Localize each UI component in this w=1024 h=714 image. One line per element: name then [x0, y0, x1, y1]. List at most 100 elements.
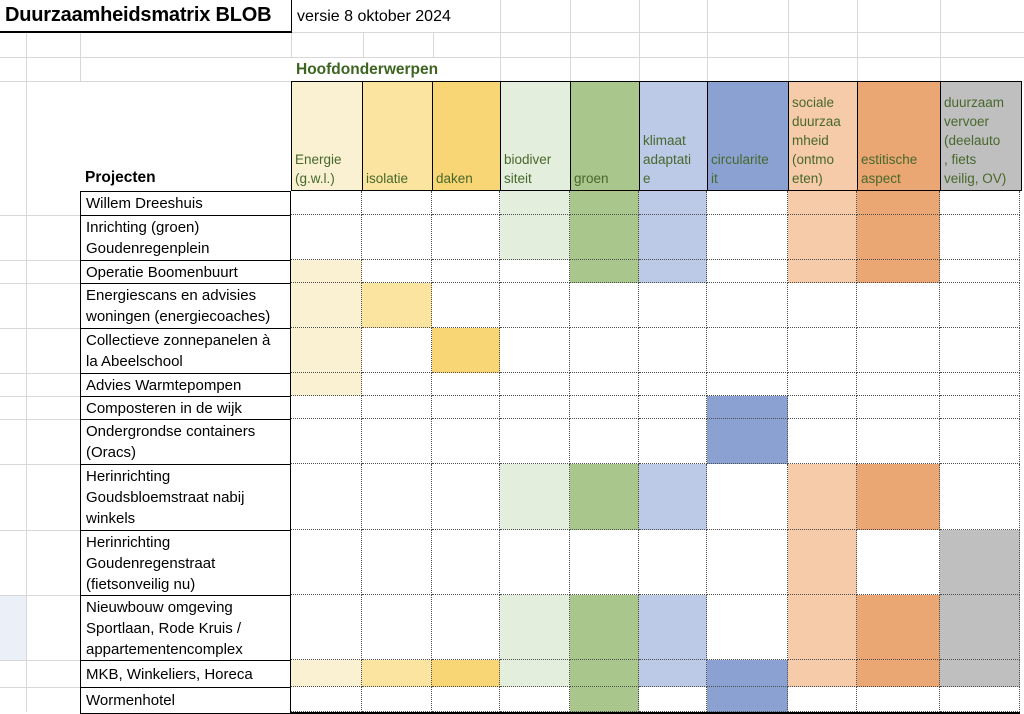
matrix-cell[interactable]	[500, 419, 570, 464]
matrix-cell[interactable]	[940, 260, 1020, 283]
matrix-cell[interactable]	[570, 396, 639, 419]
matrix-cell[interactable]	[362, 660, 432, 687]
matrix-cell[interactable]	[500, 687, 570, 712]
matrix-cell[interactable]	[362, 373, 432, 396]
matrix-cell[interactable]	[291, 260, 362, 283]
project-row[interactable]: MKB, Winkeliers, Horeca	[81, 661, 290, 688]
column-header-isolatie[interactable]: isolatie	[363, 82, 433, 190]
matrix-cell[interactable]	[940, 191, 1020, 215]
matrix-cell[interactable]	[940, 660, 1020, 687]
version-note-cell[interactable]: versie 8 oktober 2024	[297, 0, 497, 33]
matrix-cell[interactable]	[707, 215, 788, 260]
matrix-cell[interactable]	[707, 328, 788, 373]
matrix-cell[interactable]	[639, 687, 707, 712]
matrix-cell[interactable]	[707, 373, 788, 396]
project-row[interactable]: Composteren in de wijk	[81, 397, 290, 420]
matrix-cell[interactable]	[432, 373, 500, 396]
matrix-cell[interactable]	[788, 530, 857, 595]
matrix-cell[interactable]	[291, 328, 362, 373]
matrix-cell[interactable]	[788, 687, 857, 712]
matrix-cell[interactable]	[432, 283, 500, 328]
matrix-cell[interactable]	[362, 530, 432, 595]
matrix-cell[interactable]	[570, 419, 639, 464]
matrix-cell[interactable]	[707, 191, 788, 215]
matrix-cell[interactable]	[291, 283, 362, 328]
matrix-cell[interactable]	[940, 373, 1020, 396]
matrix-cell[interactable]	[500, 464, 570, 530]
matrix-cell[interactable]	[707, 419, 788, 464]
matrix-cell[interactable]	[857, 419, 940, 464]
matrix-cell[interactable]	[788, 396, 857, 419]
matrix-cell[interactable]	[432, 191, 500, 215]
matrix-cell[interactable]	[857, 215, 940, 260]
matrix-cell[interactable]	[940, 396, 1020, 419]
matrix-cell[interactable]	[857, 464, 940, 530]
matrix-cell[interactable]	[639, 595, 707, 660]
matrix-cell[interactable]	[570, 660, 639, 687]
matrix-cell[interactable]	[362, 419, 432, 464]
project-row[interactable]: Collectieve zonnepanelen à la Abeelschoo…	[81, 329, 290, 374]
matrix-cell[interactable]	[362, 396, 432, 419]
matrix-cell[interactable]	[570, 283, 639, 328]
project-row[interactable]: Operatie Boomenbuurt	[81, 261, 290, 284]
matrix-cell[interactable]	[570, 215, 639, 260]
matrix-cell[interactable]	[500, 373, 570, 396]
matrix-cell[interactable]	[362, 215, 432, 260]
project-row[interactable]: Willem Dreeshuis	[81, 192, 290, 216]
matrix-cell[interactable]	[788, 191, 857, 215]
matrix-cell[interactable]	[500, 530, 570, 595]
project-row[interactable]: Herinrichting Goudenregenstraat (fietson…	[81, 531, 290, 596]
matrix-cell[interactable]	[362, 191, 432, 215]
matrix-cell[interactable]	[432, 464, 500, 530]
matrix-cell[interactable]	[639, 530, 707, 595]
matrix-cell[interactable]	[788, 595, 857, 660]
matrix-cell[interactable]	[291, 530, 362, 595]
project-row[interactable]: Wormenhotel	[81, 688, 290, 713]
matrix-cell[interactable]	[639, 283, 707, 328]
matrix-cell[interactable]	[639, 215, 707, 260]
matrix-cell[interactable]	[291, 595, 362, 660]
matrix-cell[interactable]	[570, 191, 639, 215]
project-row[interactable]: Advies Warmtepompen	[81, 374, 290, 397]
matrix-cell[interactable]	[639, 464, 707, 530]
column-header-groen[interactable]: groen	[571, 82, 640, 190]
matrix-cell[interactable]	[639, 660, 707, 687]
matrix-cell[interactable]	[570, 595, 639, 660]
matrix-cell[interactable]	[432, 396, 500, 419]
matrix-cell[interactable]	[940, 328, 1020, 373]
project-row[interactable]: Herinrichting Goudsbloemstraat nabij win…	[81, 465, 290, 531]
column-header-circulariteit[interactable]: circularite it	[708, 82, 789, 190]
matrix-cell[interactable]	[788, 260, 857, 283]
matrix-cell[interactable]	[639, 396, 707, 419]
matrix-cell[interactable]	[362, 687, 432, 712]
matrix-cell[interactable]	[857, 373, 940, 396]
column-header-duurzaam-vervoer[interactable]: duurzaam vervoer (deelauto , fiets veili…	[941, 82, 1021, 190]
matrix-cell[interactable]	[500, 260, 570, 283]
matrix-cell[interactable]	[291, 660, 362, 687]
matrix-cell[interactable]	[432, 419, 500, 464]
matrix-cell[interactable]	[788, 660, 857, 687]
matrix-cell[interactable]	[500, 283, 570, 328]
matrix-cell[interactable]	[940, 419, 1020, 464]
matrix-cell[interactable]	[500, 396, 570, 419]
matrix-cell[interactable]	[639, 328, 707, 373]
matrix-cell[interactable]	[857, 687, 940, 712]
matrix-cell[interactable]	[940, 464, 1020, 530]
matrix-cell[interactable]	[500, 328, 570, 373]
matrix-cell[interactable]	[291, 464, 362, 530]
matrix-cell[interactable]	[707, 660, 788, 687]
matrix-cell[interactable]	[362, 464, 432, 530]
matrix-cell[interactable]	[362, 328, 432, 373]
matrix-cell[interactable]	[857, 283, 940, 328]
matrix-cell[interactable]	[707, 530, 788, 595]
matrix-cell[interactable]	[940, 595, 1020, 660]
matrix-cell[interactable]	[291, 373, 362, 396]
matrix-cell[interactable]	[707, 283, 788, 328]
matrix-cell[interactable]	[639, 260, 707, 283]
matrix-cell[interactable]	[291, 419, 362, 464]
matrix-cell[interactable]	[788, 464, 857, 530]
matrix-cell[interactable]	[432, 215, 500, 260]
matrix-cell[interactable]	[788, 283, 857, 328]
column-header-daken[interactable]: daken	[433, 82, 501, 190]
matrix-cell[interactable]	[432, 328, 500, 373]
